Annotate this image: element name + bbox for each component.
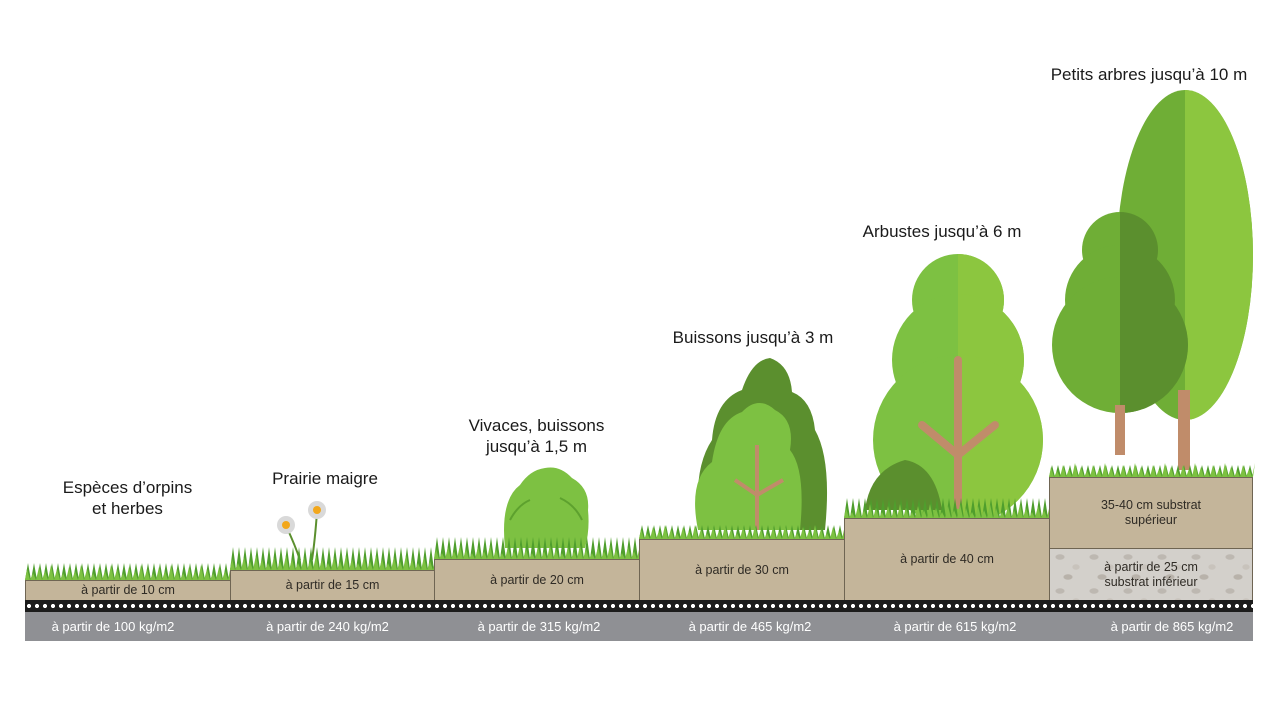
weight-label-5: à partir de 615 kg/m2 bbox=[893, 618, 1017, 634]
grass-strip-2-back bbox=[230, 547, 437, 570]
substrate-block-6-lower: à partir de 25 cm substrat inférieur bbox=[1049, 548, 1253, 601]
grass-strip-3-back bbox=[434, 537, 641, 559]
membrane-dots bbox=[25, 604, 1253, 608]
depth-label-6-upper: 35-40 cm substrat supérieur bbox=[1100, 498, 1202, 527]
title-small-trees: Arbustes jusqu’à 6 m bbox=[862, 222, 1022, 241]
title-trees: Petits arbres jusqu’à 10 m bbox=[1050, 65, 1248, 84]
weight-band bbox=[25, 612, 1253, 641]
weight-label-3: à partir de 315 kg/m2 bbox=[477, 618, 601, 634]
grass-strip-6-front bbox=[1049, 463, 1255, 477]
substrate-block-1: à partir de 10 cm bbox=[25, 580, 231, 601]
small-tree-icon bbox=[865, 254, 1043, 525]
tree-icon bbox=[1052, 90, 1253, 470]
substrate-block-2: à partir de 15 cm bbox=[230, 570, 435, 601]
substrate-block-3: à partir de 20 cm bbox=[434, 559, 640, 601]
depth-label-6-lower: à partir de 25 cm substrat inférieur bbox=[1104, 559, 1198, 589]
title-meadow: Prairie maigre bbox=[272, 469, 378, 488]
perennial-bush-icon bbox=[504, 467, 589, 548]
depth-label-1: à partir de 10 cm bbox=[81, 583, 175, 597]
weight-label-6: à partir de 865 kg/m2 bbox=[1110, 618, 1234, 634]
substrate-block-6-upper: 35-40 cm substrat supérieur bbox=[1049, 477, 1253, 549]
depth-label-4: à partir de 30 cm bbox=[695, 562, 789, 577]
grass-layer bbox=[25, 463, 1256, 580]
grass-strip-5-front bbox=[844, 504, 1050, 518]
substrate-block-4: à partir de 30 cm bbox=[639, 539, 845, 601]
grass-strip-1-front bbox=[25, 565, 231, 580]
title-perennials: Vivaces, buissons jusqu’à 1,5 m bbox=[468, 416, 605, 456]
shrub-icon bbox=[695, 358, 828, 530]
grass-strip-3-front bbox=[434, 545, 640, 559]
title-sedum: Espèces d’orpins et herbes bbox=[62, 478, 193, 518]
substrate-block-5: à partir de 40 cm bbox=[844, 518, 1050, 601]
weight-label-2: à partir de 240 kg/m2 bbox=[266, 618, 389, 634]
meadow-flower-icon bbox=[277, 501, 326, 561]
drainage-membrane bbox=[25, 600, 1253, 612]
weight-label-4: à partir de 465 kg/m2 bbox=[688, 618, 812, 634]
depth-label-3: à partir de 20 cm bbox=[490, 572, 584, 587]
grass-strip-4-front bbox=[639, 525, 845, 539]
depth-label-5: à partir de 40 cm bbox=[900, 552, 994, 566]
depth-label-2: à partir de 15 cm bbox=[285, 578, 380, 592]
weight-label-1: à partir de 100 kg/m2 bbox=[51, 618, 175, 634]
grass-strip-2-front bbox=[230, 555, 436, 570]
title-shrubs: Buissons jusqu’à 3 m bbox=[672, 328, 834, 347]
